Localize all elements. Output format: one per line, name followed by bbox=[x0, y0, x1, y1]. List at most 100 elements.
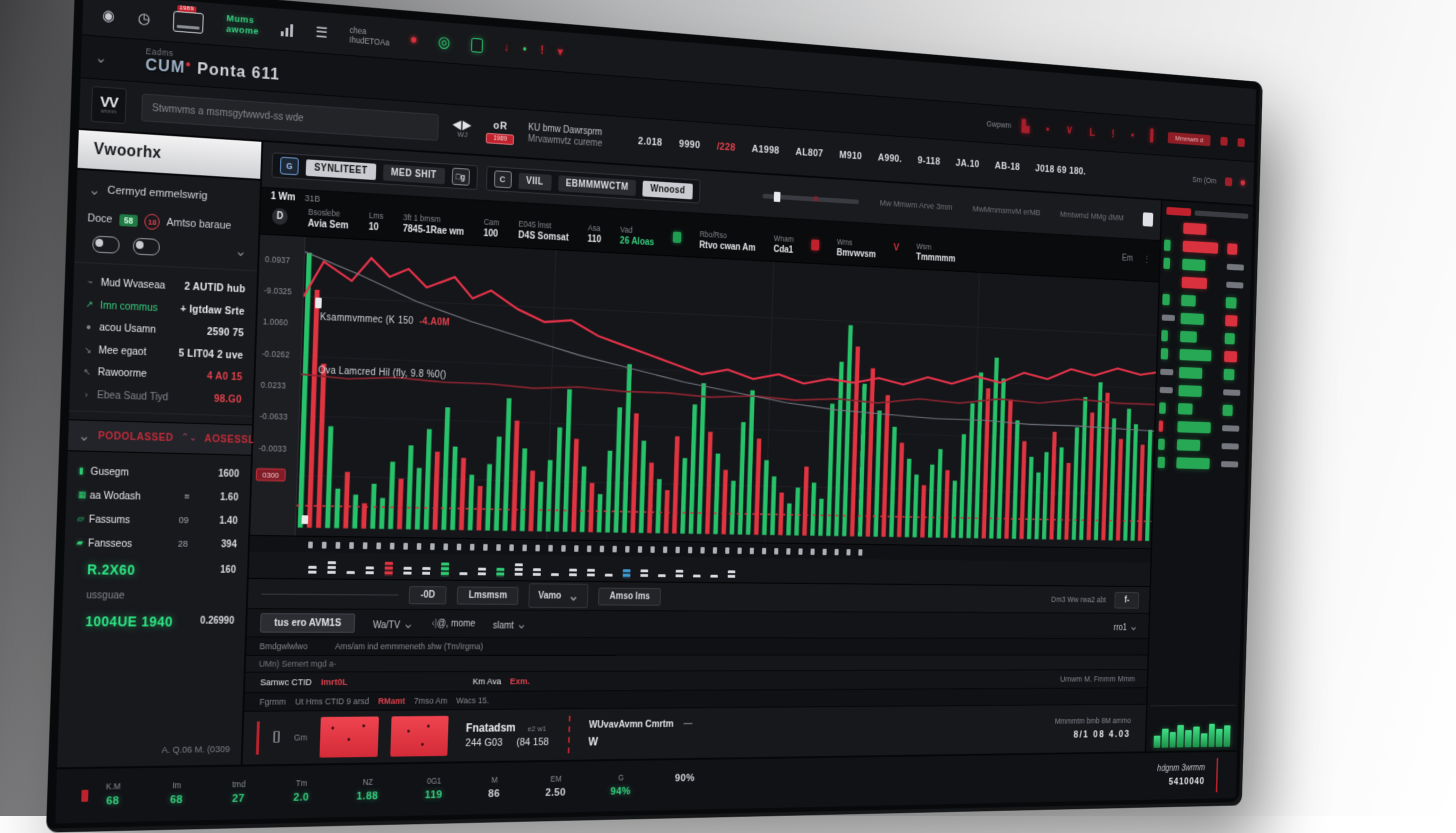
orderbook-row[interactable] bbox=[1164, 238, 1249, 258]
orderbook-row[interactable] bbox=[1162, 292, 1247, 311]
notification-badge[interactable]: oR 1989 bbox=[486, 119, 514, 144]
zoom-out-button[interactable]: -0D bbox=[409, 586, 447, 604]
exec2-alert[interactable]: RMamt bbox=[378, 696, 405, 706]
orderbook-row[interactable] bbox=[1159, 383, 1244, 401]
price-tag[interactable]: 0300 bbox=[256, 468, 286, 481]
timeframe-label[interactable]: 1 Wm bbox=[271, 191, 296, 203]
tab-3[interactable]: Mmtwmd MMg dMM bbox=[1060, 209, 1124, 223]
alert-pill[interactable]: Mmmwm d bbox=[1168, 132, 1211, 146]
ticker-item[interactable]: 2.018 bbox=[638, 136, 663, 149]
bid-pill[interactable] bbox=[1179, 367, 1202, 379]
ask-pill[interactable] bbox=[1158, 420, 1162, 431]
position-row[interactable]: ussguae bbox=[63, 583, 247, 608]
positions-section-header[interactable]: ⌄ PODOLASSED ⌃⌄ AOSESSL ⌄ bbox=[68, 419, 252, 456]
orderbook-row[interactable] bbox=[1157, 455, 1242, 472]
orderbook-row[interactable] bbox=[1158, 437, 1243, 454]
view-dropdown[interactable]: Vamo ⌄ bbox=[528, 583, 588, 608]
chevron-down-icon[interactable]: ⌄ bbox=[235, 242, 247, 260]
ticker-item[interactable]: AL807 bbox=[795, 147, 823, 160]
symbol-icon[interactable]: D bbox=[272, 208, 288, 225]
ticker-item[interactable]: J018 69 180. bbox=[1035, 163, 1086, 177]
axis-button[interactable]: Amso lms bbox=[598, 587, 661, 605]
rro-control[interactable]: rro1 ⌄ bbox=[1114, 618, 1139, 634]
mome-control[interactable]: ‹|@, mome bbox=[432, 618, 476, 629]
clock-icon[interactable]: ◷ bbox=[138, 10, 151, 26]
orderbook-row[interactable] bbox=[1161, 328, 1246, 346]
toggle-icon[interactable] bbox=[92, 235, 120, 253]
bid-pill[interactable] bbox=[1164, 239, 1171, 251]
bid-pill[interactable] bbox=[1158, 439, 1165, 450]
bid-pill[interactable] bbox=[1181, 295, 1196, 307]
scrub-slider[interactable] bbox=[763, 193, 859, 204]
chevron-down-icon[interactable]: ⌄ bbox=[95, 48, 108, 67]
nav-alert-icon[interactable] bbox=[1225, 177, 1232, 186]
bid-pill[interactable] bbox=[1161, 330, 1168, 341]
tab-1[interactable]: Mw Mmwm Arve 3mm bbox=[880, 198, 953, 212]
exec-alert-2[interactable]: Exm. bbox=[510, 676, 530, 686]
user-icon[interactable]: ◉ bbox=[102, 8, 115, 24]
ticker-item[interactable]: A990. bbox=[878, 152, 903, 164]
orderbook-row[interactable] bbox=[1160, 364, 1245, 382]
orderbook-row[interactable] bbox=[1161, 346, 1246, 364]
bar-chart-icon[interactable] bbox=[281, 22, 293, 37]
ask-pill[interactable] bbox=[1225, 315, 1237, 327]
search-input[interactable] bbox=[141, 93, 439, 141]
menu-icon[interactable]: ☰ bbox=[315, 25, 328, 40]
bid-pill[interactable] bbox=[1157, 457, 1165, 468]
view-button-1[interactable]: VIIL bbox=[518, 172, 551, 190]
mode-button-1[interactable]: SYNLITEET bbox=[306, 159, 376, 180]
mode-button-2[interactable]: MED SHIT bbox=[383, 164, 445, 184]
view-button-2[interactable]: EBMMMWCTM bbox=[558, 175, 636, 196]
bid-pill[interactable] bbox=[1180, 331, 1197, 343]
wa-tv-control[interactable]: Wa/TV ⌄ bbox=[373, 615, 414, 632]
ask-pill[interactable] bbox=[1224, 351, 1237, 363]
ticker-item[interactable]: 9-118 bbox=[918, 155, 941, 167]
fx-button[interactable]: f- bbox=[1115, 592, 1139, 609]
toggle2-icon[interactable] bbox=[133, 237, 160, 255]
tab-2[interactable]: MwMmmsmvM erMB bbox=[972, 204, 1040, 218]
bid-pill[interactable] bbox=[1177, 421, 1211, 433]
price-plot[interactable]: Ksammvmmec (K 150 -4.A0M Ova Lamcred Hil… bbox=[296, 237, 1159, 548]
ask-pill[interactable] bbox=[1183, 223, 1206, 236]
ticker-item[interactable]: M910 bbox=[839, 150, 862, 162]
orderbook-row[interactable] bbox=[1162, 310, 1247, 329]
ticker-item[interactable]: A1998 bbox=[752, 144, 780, 157]
bid-pill[interactable] bbox=[1162, 294, 1170, 306]
alert-square2-icon[interactable] bbox=[1237, 138, 1244, 147]
ticker-item[interactable]: /228 bbox=[717, 141, 736, 153]
ticker-item[interactable]: 9990 bbox=[679, 139, 701, 152]
heat-block-1[interactable] bbox=[320, 716, 379, 757]
account-row[interactable]: Doce 58 18 Amtso baraue bbox=[87, 210, 247, 234]
kebab-menu-icon[interactable]: ⋮ bbox=[1143, 255, 1151, 265]
bid-pill[interactable] bbox=[1222, 405, 1232, 416]
window-icon[interactable]: G bbox=[280, 157, 299, 176]
slant-control[interactable]: slamt ⌄ bbox=[493, 615, 528, 632]
bid-pill[interactable] bbox=[1161, 348, 1169, 360]
bid-pill[interactable] bbox=[1182, 259, 1205, 271]
ask-pill[interactable] bbox=[1182, 277, 1207, 289]
source-tab[interactable]: tus ero AVM1S bbox=[260, 613, 355, 633]
card-icon[interactable]: 1989 bbox=[173, 10, 204, 33]
bid-pill[interactable] bbox=[1179, 349, 1211, 361]
bid-pill[interactable] bbox=[1159, 402, 1166, 413]
ticker-item[interactable]: AB-18 bbox=[995, 160, 1021, 172]
panel-icon[interactable] bbox=[1143, 212, 1154, 226]
bid-pill[interactable] bbox=[1224, 369, 1235, 381]
pager-control[interactable]: ◀▶ WJ bbox=[452, 118, 472, 140]
view-button-3[interactable]: Wnoosd bbox=[642, 180, 692, 199]
bid-pill[interactable] bbox=[1178, 385, 1201, 397]
bid-pill[interactable] bbox=[1226, 297, 1237, 309]
exec-alert[interactable]: Imrt0L bbox=[321, 677, 348, 688]
